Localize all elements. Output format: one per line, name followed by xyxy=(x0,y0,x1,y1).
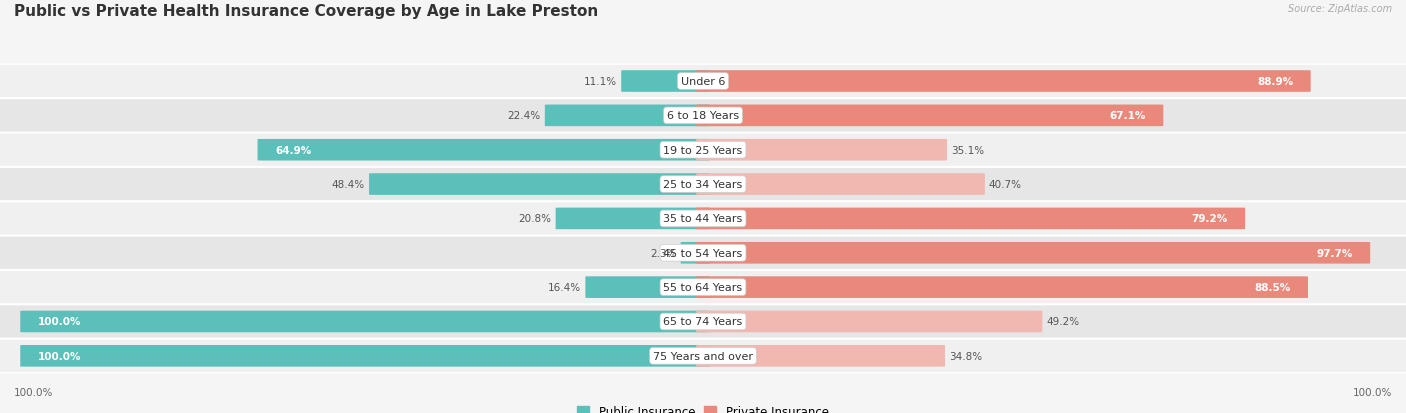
Text: 100.0%: 100.0% xyxy=(14,387,53,397)
FancyBboxPatch shape xyxy=(696,345,945,367)
Text: 100.0%: 100.0% xyxy=(38,351,82,361)
FancyBboxPatch shape xyxy=(0,305,1406,339)
Text: 40.7%: 40.7% xyxy=(988,180,1022,190)
FancyBboxPatch shape xyxy=(0,168,1406,202)
FancyBboxPatch shape xyxy=(0,65,1406,99)
Text: 88.9%: 88.9% xyxy=(1257,77,1294,87)
Text: 45 to 54 Years: 45 to 54 Years xyxy=(664,248,742,258)
FancyBboxPatch shape xyxy=(555,208,710,230)
Text: 88.5%: 88.5% xyxy=(1254,282,1291,292)
Text: 2.3%: 2.3% xyxy=(650,248,676,258)
Text: 34.8%: 34.8% xyxy=(949,351,983,361)
Text: Source: ZipAtlas.com: Source: ZipAtlas.com xyxy=(1288,4,1392,14)
FancyBboxPatch shape xyxy=(20,311,710,332)
Text: 35 to 44 Years: 35 to 44 Years xyxy=(664,214,742,224)
Text: 55 to 64 Years: 55 to 64 Years xyxy=(664,282,742,292)
Text: 79.2%: 79.2% xyxy=(1191,214,1227,224)
FancyBboxPatch shape xyxy=(696,71,1310,93)
FancyBboxPatch shape xyxy=(0,133,1406,167)
Text: 6 to 18 Years: 6 to 18 Years xyxy=(666,111,740,121)
FancyBboxPatch shape xyxy=(696,277,1308,298)
Text: 67.1%: 67.1% xyxy=(1109,111,1146,121)
Text: Public vs Private Health Insurance Coverage by Age in Lake Preston: Public vs Private Health Insurance Cover… xyxy=(14,4,599,19)
Text: 16.4%: 16.4% xyxy=(548,282,581,292)
FancyBboxPatch shape xyxy=(696,140,948,161)
FancyBboxPatch shape xyxy=(621,71,710,93)
Text: 100.0%: 100.0% xyxy=(38,317,82,327)
FancyBboxPatch shape xyxy=(0,271,1406,304)
Text: 65 to 74 Years: 65 to 74 Years xyxy=(664,317,742,327)
Text: 25 to 34 Years: 25 to 34 Years xyxy=(664,180,742,190)
Text: 48.4%: 48.4% xyxy=(332,180,366,190)
FancyBboxPatch shape xyxy=(681,242,710,264)
Text: 100.0%: 100.0% xyxy=(1353,387,1392,397)
FancyBboxPatch shape xyxy=(546,105,710,127)
FancyBboxPatch shape xyxy=(257,140,710,161)
FancyBboxPatch shape xyxy=(0,236,1406,270)
Legend: Public Insurance, Private Insurance: Public Insurance, Private Insurance xyxy=(572,400,834,413)
Text: 20.8%: 20.8% xyxy=(519,214,551,224)
Text: 49.2%: 49.2% xyxy=(1046,317,1080,327)
Text: 22.4%: 22.4% xyxy=(508,111,541,121)
FancyBboxPatch shape xyxy=(0,339,1406,373)
FancyBboxPatch shape xyxy=(696,208,1246,230)
FancyBboxPatch shape xyxy=(368,174,710,195)
Text: 35.1%: 35.1% xyxy=(950,145,984,155)
FancyBboxPatch shape xyxy=(696,174,984,195)
Text: 19 to 25 Years: 19 to 25 Years xyxy=(664,145,742,155)
FancyBboxPatch shape xyxy=(0,99,1406,133)
Text: Under 6: Under 6 xyxy=(681,77,725,87)
Text: 11.1%: 11.1% xyxy=(583,77,617,87)
FancyBboxPatch shape xyxy=(20,345,710,367)
FancyBboxPatch shape xyxy=(696,311,1042,332)
Text: 97.7%: 97.7% xyxy=(1316,248,1353,258)
FancyBboxPatch shape xyxy=(696,242,1371,264)
Text: 64.9%: 64.9% xyxy=(276,145,311,155)
FancyBboxPatch shape xyxy=(585,277,710,298)
FancyBboxPatch shape xyxy=(0,202,1406,236)
FancyBboxPatch shape xyxy=(696,105,1163,127)
Text: 75 Years and over: 75 Years and over xyxy=(652,351,754,361)
